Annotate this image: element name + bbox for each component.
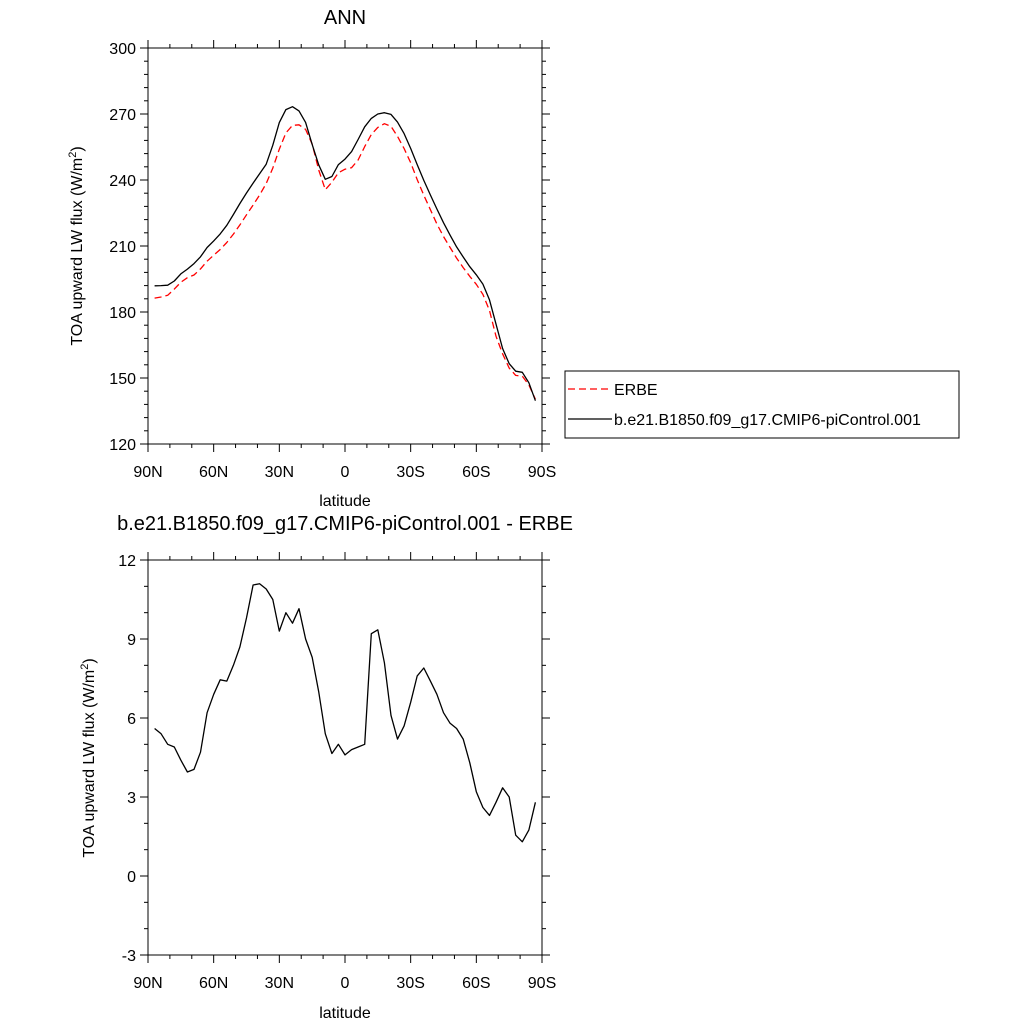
chart-title: b.e21.B1850.f09_g17.CMIP6-piControl.001 … <box>117 513 573 535</box>
x-tick-label: 60N <box>199 975 228 992</box>
y-tick-label: 300 <box>109 41 136 58</box>
y-axis-label-close: ) <box>81 658 98 663</box>
axis-ticks: 120 150 180 210 240 270 300 90N 60N 30N 0 30S 60S 90S <box>109 40 556 481</box>
series-difference-line <box>154 583 537 843</box>
axis-ticks: -3 0 3 6 9 12 90N 60N 30N 0 30S 60S 90S <box>118 552 556 992</box>
x-axis-label: latitude <box>319 1005 371 1022</box>
x-tick-label: 90S <box>528 464 556 481</box>
y-tick-label: 210 <box>109 239 136 256</box>
legend-box <box>564 370 960 439</box>
y-tick-label: 120 <box>109 437 136 454</box>
x-tick-label: 30N <box>265 464 294 481</box>
y-tick-label: 240 <box>109 173 136 190</box>
y-axis-label-superscript: 2 <box>67 152 79 158</box>
y-axis-label-close: ) <box>69 146 86 151</box>
legend-label-model: b.e21.B1850.f09_g17.CMIP6-piControl.001 <box>614 412 921 429</box>
y-axis-label-main: TOA upward LW flux (W/m <box>69 158 86 346</box>
y-tick-label: 270 <box>109 107 136 124</box>
x-tick-label: 90S <box>528 975 556 992</box>
legend-label-erbe: ERBE <box>614 382 658 399</box>
x-tick-label: 90N <box>133 975 162 992</box>
x-tick-label: 30N <box>265 975 294 992</box>
y-tick-label: 6 <box>127 711 136 728</box>
y-axis-label-superscript: 2 <box>79 664 91 670</box>
series-erbe-line <box>154 123 536 400</box>
y-tick-label: 180 <box>109 305 136 322</box>
x-tick-label: 0 <box>341 464 350 481</box>
y-axis-label: TOA upward LW flux (W/m2) <box>67 146 86 345</box>
plot-frame <box>147 47 543 445</box>
x-tick-label: 30S <box>396 464 424 481</box>
y-tick-label: 9 <box>127 632 136 649</box>
y-tick-label: 0 <box>127 869 136 886</box>
x-tick-label: 30S <box>396 975 424 992</box>
x-tick-label: 60N <box>199 464 228 481</box>
x-tick-label: 60S <box>462 464 490 481</box>
legend: ERBE b.e21.B1850.f09_g17.CMIP6-piControl… <box>564 370 960 439</box>
x-tick-label: 60S <box>462 975 490 992</box>
series-model-line <box>154 106 537 401</box>
plot-frame <box>147 559 543 956</box>
x-tick-label: 0 <box>341 975 350 992</box>
y-tick-label: 12 <box>118 553 136 570</box>
y-tick-label: 3 <box>127 790 136 807</box>
y-axis-label: TOA upward LW flux (W/m2) <box>79 658 98 857</box>
panel-annual-flux: ANN 120 150 180 210 240 270 300 90N 60N 30N 0 30S 60… <box>67 7 960 510</box>
x-tick-label: 90N <box>133 464 162 481</box>
series-lines <box>154 106 537 401</box>
x-axis-label: latitude <box>319 493 371 510</box>
series-lines <box>154 583 537 843</box>
y-tick-label: -3 <box>122 948 136 965</box>
y-axis-label-main: TOA upward LW flux (W/m <box>81 670 98 858</box>
chart-title: ANN <box>324 7 366 29</box>
panel-difference: b.e21.B1850.f09_g17.CMIP6-piControl.001 … <box>79 513 573 1022</box>
y-tick-label: 150 <box>109 371 136 388</box>
